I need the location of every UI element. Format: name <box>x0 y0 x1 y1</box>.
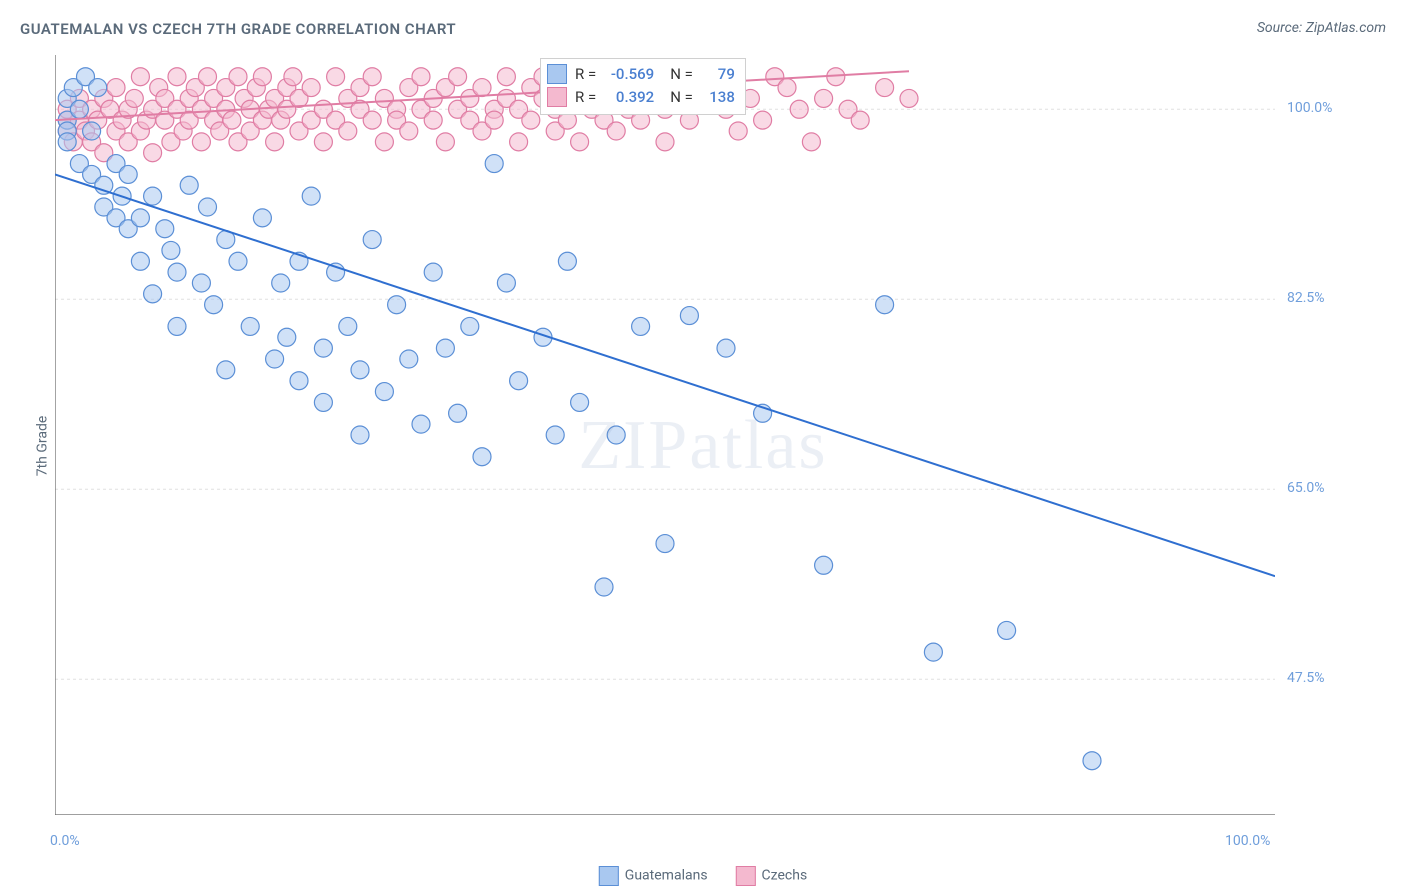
y-tick-label: 65.0% <box>1287 480 1325 496</box>
y-tick-label: 82.5% <box>1287 290 1325 306</box>
source-label: Source: ZipAtlas.com <box>1257 20 1386 36</box>
correlation-stats-box: R =-0.569N =79R =0.392N =138 <box>540 58 746 115</box>
y-axis-label: 7th Grade <box>34 416 50 477</box>
y-tick-label: 47.5% <box>1287 670 1325 686</box>
y-tick-label: 100.0% <box>1287 100 1332 116</box>
x-axis-max-label: 100.0% <box>1225 833 1270 849</box>
x-axis-min-label: 0.0% <box>50 833 80 849</box>
correlation-scatter-plot <box>55 55 1275 815</box>
legend-item-czechs: Czechs <box>736 866 808 886</box>
legend: Guatemalans Czechs <box>599 866 807 886</box>
legend-item-guatemalans: Guatemalans <box>599 866 708 886</box>
chart-title: GUATEMALAN VS CZECH 7TH GRADE CORRELATIO… <box>20 20 456 38</box>
